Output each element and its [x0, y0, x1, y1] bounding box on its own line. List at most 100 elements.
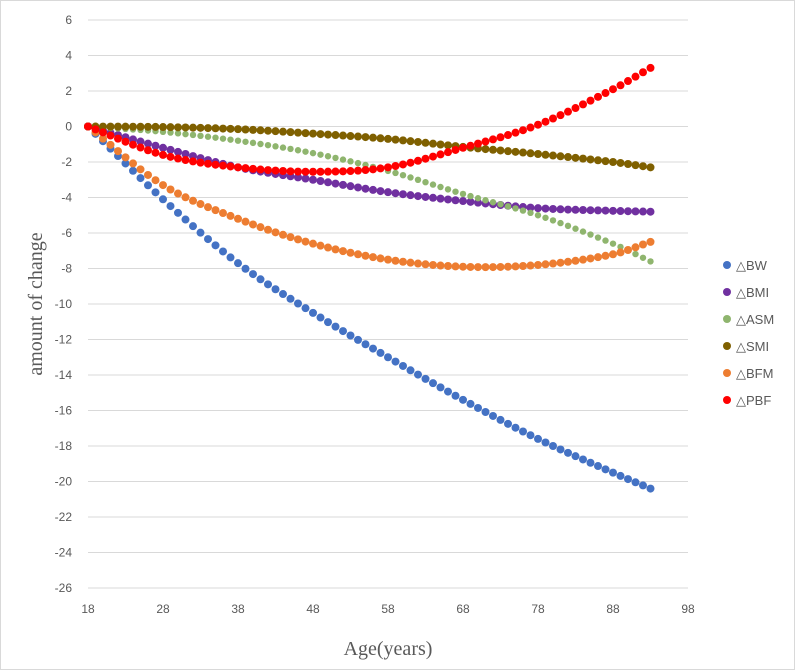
x-tick-label: 98	[681, 602, 695, 616]
data-point	[354, 132, 362, 141]
data-point	[617, 243, 624, 251]
data-point	[549, 151, 557, 160]
data-point	[452, 188, 459, 195]
data-point	[189, 196, 197, 205]
data-point	[451, 391, 460, 400]
data-point	[241, 164, 250, 173]
data-point	[496, 262, 505, 271]
data-point	[624, 160, 632, 169]
data-point	[616, 81, 625, 90]
data-point	[361, 166, 370, 175]
data-point	[316, 313, 325, 322]
data-point	[219, 161, 227, 170]
y-tick-label: -16	[55, 404, 73, 418]
data-point	[189, 131, 197, 139]
data-point	[354, 183, 362, 192]
data-point	[534, 150, 542, 159]
data-point	[579, 206, 587, 215]
data-point	[376, 134, 385, 143]
data-point	[631, 161, 640, 170]
data-point	[211, 241, 220, 250]
data-point	[646, 484, 655, 493]
y-tick-label: -18	[55, 439, 73, 453]
data-point	[399, 257, 407, 266]
data-point	[256, 223, 265, 232]
data-point	[181, 193, 190, 202]
legend-label: △BFM	[736, 366, 773, 381]
data-point	[541, 438, 550, 447]
data-point	[601, 251, 610, 260]
data-point	[226, 211, 235, 220]
data-point	[121, 137, 130, 146]
data-point	[421, 192, 430, 201]
data-point	[144, 181, 152, 190]
legend-label: △ASM	[736, 312, 774, 327]
data-point	[646, 163, 655, 172]
data-point	[114, 134, 122, 143]
data-point	[294, 167, 302, 176]
data-point	[264, 280, 272, 289]
data-point	[631, 478, 640, 487]
data-point	[264, 126, 272, 135]
data-point	[624, 77, 632, 86]
data-point	[121, 153, 130, 162]
data-point	[414, 259, 422, 268]
data-point	[647, 258, 654, 265]
data-point	[512, 205, 519, 212]
data-point	[279, 167, 287, 176]
data-point	[534, 204, 542, 213]
data-point	[226, 253, 235, 262]
data-point	[271, 127, 280, 136]
data-point	[437, 183, 444, 191]
data-point	[339, 180, 347, 189]
y-tick-label: -14	[55, 368, 73, 382]
data-point	[481, 145, 490, 154]
data-point	[376, 348, 385, 357]
data-point	[571, 153, 580, 162]
legend-marker	[723, 315, 731, 323]
data-point	[586, 206, 595, 215]
data-point	[159, 143, 167, 152]
y-tick-label: 2	[65, 84, 72, 98]
data-point	[399, 190, 407, 199]
data-point	[526, 123, 535, 132]
data-point	[571, 256, 580, 265]
data-point	[286, 294, 295, 303]
data-point	[196, 158, 205, 167]
data-point	[451, 196, 460, 205]
data-point	[309, 308, 317, 317]
data-point	[294, 128, 302, 137]
x-tick-label: 78	[531, 602, 545, 616]
data-point	[286, 167, 295, 176]
data-point	[324, 178, 332, 187]
data-point	[557, 219, 564, 227]
x-tick-label: 28	[156, 602, 170, 616]
data-point	[504, 147, 512, 156]
data-point	[601, 157, 610, 166]
data-point	[346, 132, 355, 141]
data-point	[249, 125, 257, 134]
x-axis: 18 28 38 48 58 68 78 88 98	[81, 602, 695, 616]
data-point	[234, 259, 242, 268]
data-point	[369, 344, 377, 353]
gridlines	[88, 19, 688, 589]
data-point	[136, 137, 145, 146]
data-point	[444, 186, 452, 193]
data-point	[279, 144, 287, 151]
data-point	[99, 134, 107, 143]
data-point	[466, 141, 475, 150]
data-point	[624, 475, 632, 484]
data-point	[534, 212, 542, 219]
y-axis: 6 4 2 0 -2 -4 -6 -8 -10 -12 -14 -16 -18 -20 -22 -24 -26	[55, 13, 73, 595]
series-bw	[84, 122, 655, 493]
data-point	[631, 72, 640, 81]
data-point	[339, 131, 347, 140]
data-point	[324, 130, 332, 139]
data-point	[549, 204, 557, 213]
data-point	[174, 208, 182, 217]
data-point	[151, 176, 160, 185]
data-point	[219, 135, 227, 142]
data-point	[594, 462, 602, 471]
data-point	[556, 258, 565, 267]
